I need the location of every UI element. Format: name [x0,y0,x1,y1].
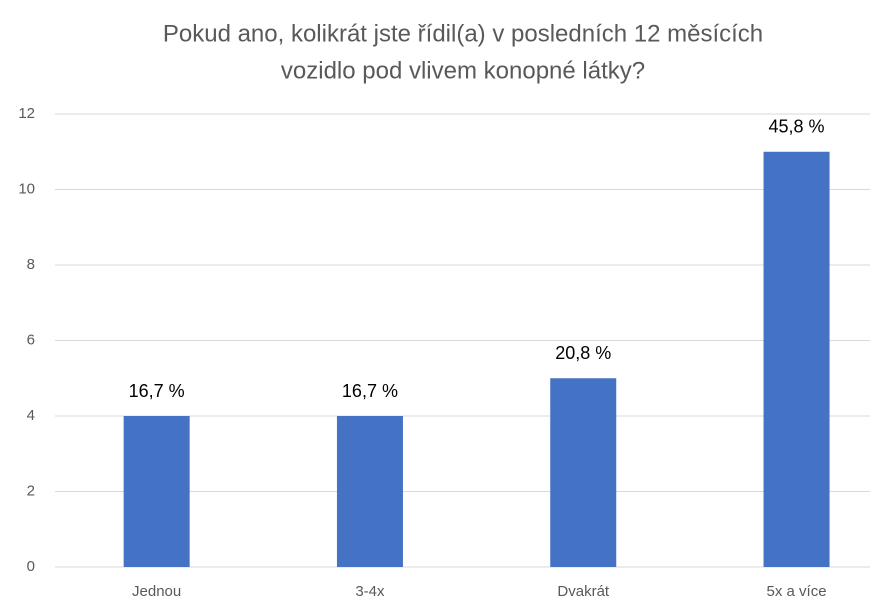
y-tick-label: 8 [27,256,35,273]
x-tick-label: 5x a více [767,583,827,600]
y-tick-label: 2 [27,482,35,499]
y-tick-label: 12 [18,105,35,122]
bar [550,378,617,567]
value-label: 16,7 % [129,381,185,401]
bar [336,416,403,567]
y-tick-label: 4 [27,407,35,424]
x-tick-label: 3-4x [355,583,385,600]
x-tick-label: Dvakrát [557,583,610,600]
y-tick-label: 10 [18,180,35,197]
x-tick-label: Jednou [132,583,181,600]
value-label: 45,8 % [769,117,825,137]
chart-title: Pokud ano, kolikrát jste řídil(a) v posl… [163,20,763,47]
chart-title: vozidlo pod vlivem konopné látky? [281,57,645,84]
bar [123,416,190,567]
y-tick-label: 6 [27,331,35,348]
value-label: 20,8 % [555,343,611,363]
y-tick-label: 0 [27,558,35,575]
bar [763,151,830,567]
value-label: 16,7 % [342,381,398,401]
